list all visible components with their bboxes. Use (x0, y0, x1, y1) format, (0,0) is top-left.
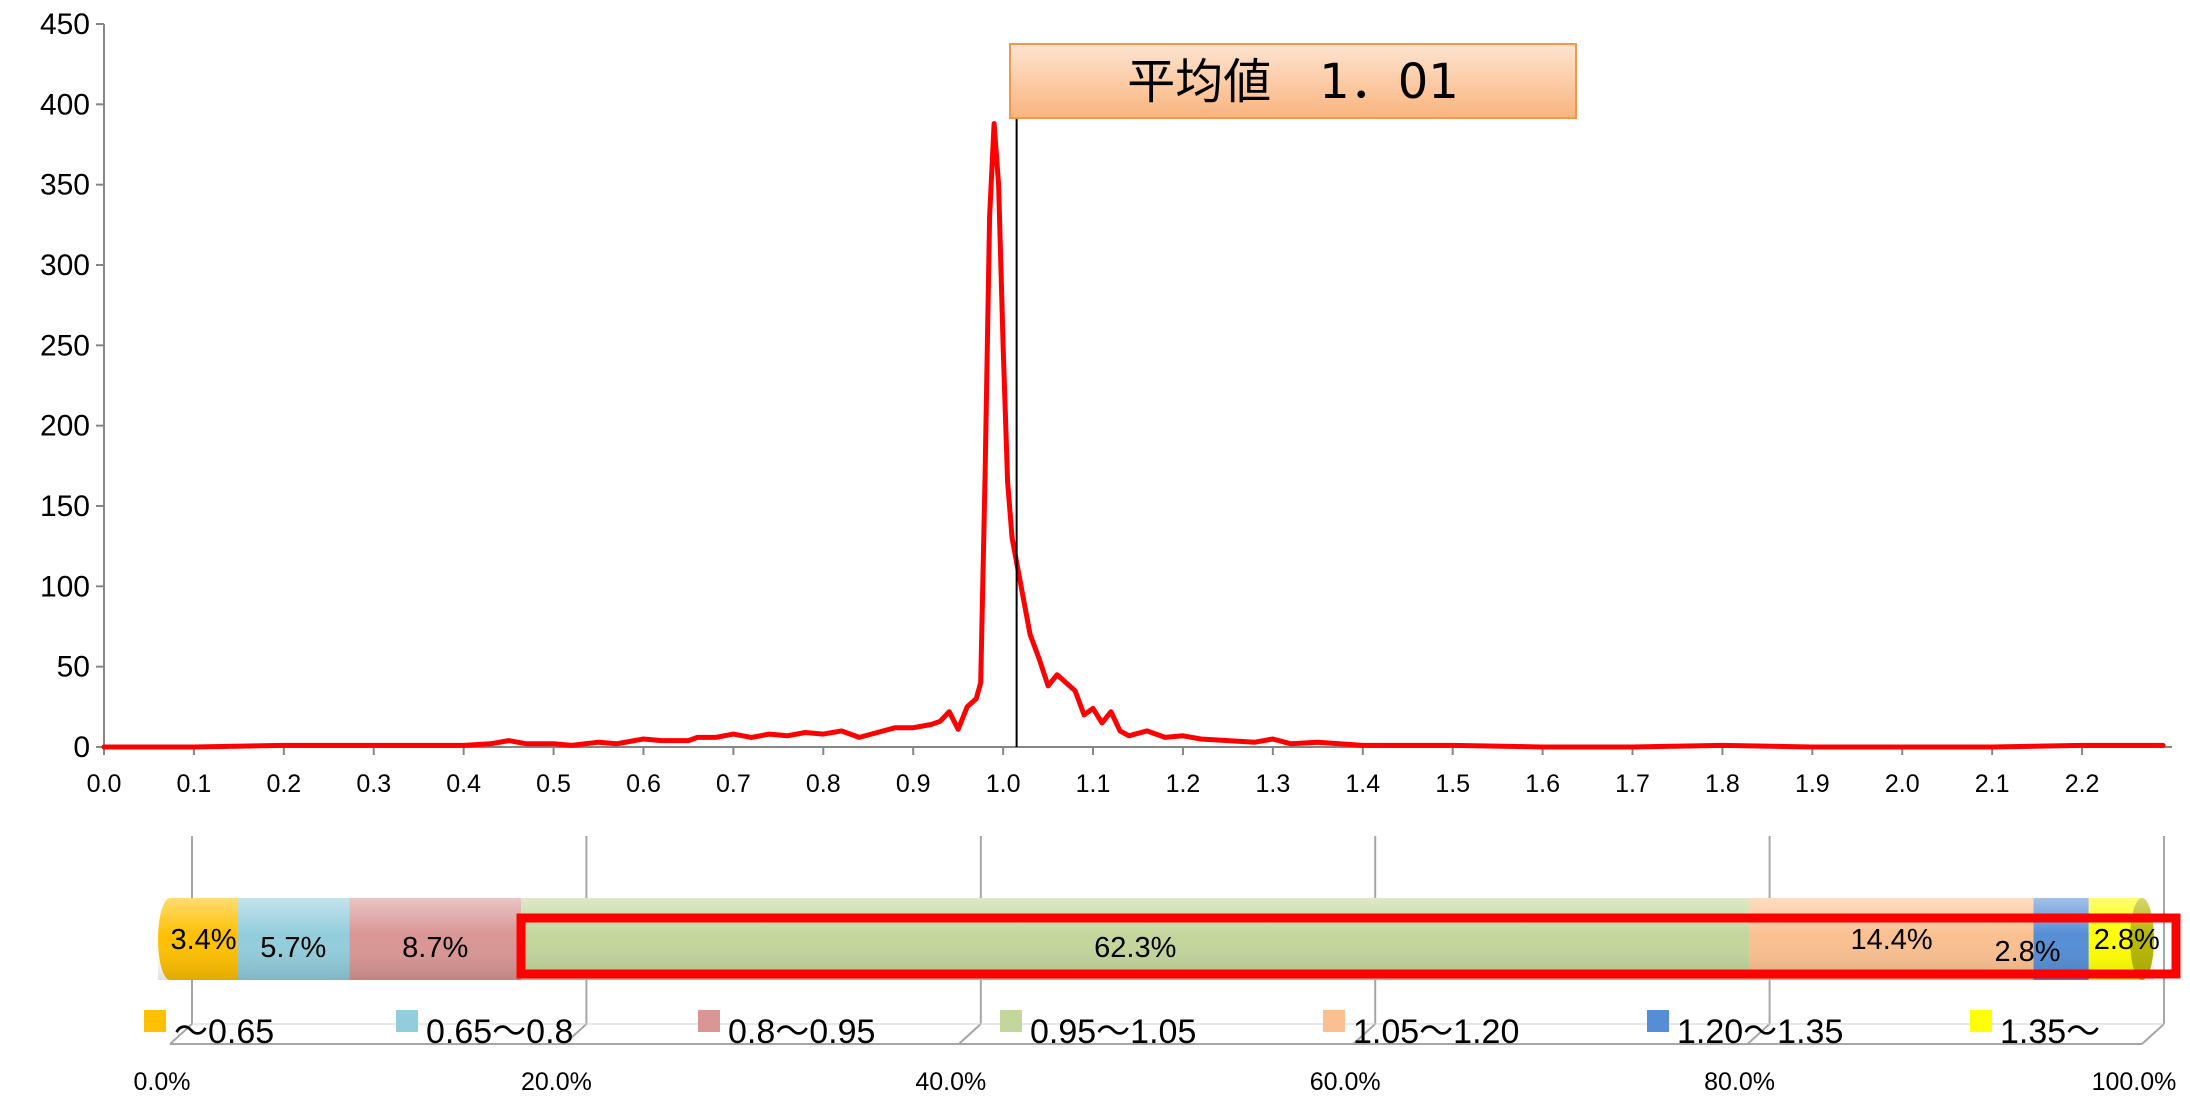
x-tick-label: 2.2 (2065, 770, 2100, 798)
x-tick-label: 0.3 (356, 770, 391, 798)
x-tick-label: 0.6 (626, 770, 661, 798)
x-tick-label: 1.2 (1166, 770, 1201, 798)
data-label-1: 5.7% (260, 932, 326, 964)
percent-tick-label: 60.0% (1310, 1068, 1381, 1096)
stacked-bar (158, 898, 2154, 980)
percent-tick-label: 40.0% (915, 1068, 986, 1096)
x-axis-ticks: 0.0 0.1 0.2 0.3 0.4 0.5 0.6 0.7 0.8 0.9 1.0 1.1 1.2 1… (87, 747, 2100, 798)
x-tick-label: 0.4 (446, 770, 481, 798)
x-tick-label: 1.9 (1795, 770, 1830, 798)
x-tick-label: 1.5 (1435, 770, 1470, 798)
grid-floor-line (1352, 1023, 1376, 1045)
y-tick-label: 200 (40, 410, 90, 443)
y-tick-label: 50 (57, 651, 90, 684)
x-tick-label: 1.0 (986, 770, 1021, 798)
y-axis-ticks: 0 50 100 150 200 250 300 350 400 450 (40, 8, 104, 764)
x-tick-label: 0.1 (177, 770, 212, 798)
percent-axis-ticks: 0.0% 20.0% 40.0% 60.0% 80.0% 100.0% (134, 1068, 2177, 1096)
legend-swatch-3 (1000, 1010, 1022, 1032)
y-tick-label: 100 (40, 570, 90, 603)
x-tick-label: 1.3 (1255, 770, 1290, 798)
x-tick-label: 0.0 (87, 770, 122, 798)
mean-callout: 平均値 1．01 (1009, 43, 1577, 747)
x-tick-label: 0.9 (896, 770, 931, 798)
legend-label-3: 0.95～1.05 (1030, 1013, 1196, 1051)
x-tick-label: 0.2 (266, 770, 301, 798)
grid-floor-line (169, 1023, 193, 1045)
legend-swatch-6 (1970, 1010, 1992, 1032)
y-tick-label: 150 (40, 490, 90, 523)
legend-label-6: 1.35～ (2000, 1013, 2100, 1051)
y-tick-label: 400 (40, 88, 90, 121)
line-series (101, 121, 2166, 750)
line-chart: 0 50 100 150 200 250 300 350 400 450 0.0 0.1 0.2 0.3… (40, 8, 2172, 798)
legend-label-2: 0.8～0.95 (728, 1013, 875, 1051)
percent-tick-label: 80.0% (1704, 1068, 1775, 1096)
grid-floor-line (563, 1023, 588, 1045)
percent-tick-label: 100.0% (2092, 1068, 2177, 1096)
data-label-4: 14.4% (1850, 924, 1932, 956)
percent-tick-label: 20.0% (521, 1068, 592, 1096)
mean-callout-label: 平均値 1．01 (1127, 54, 1459, 110)
y-tick-label: 0 (73, 731, 90, 764)
highlight-box (516, 913, 2181, 979)
grid-floor-line (958, 1023, 982, 1045)
x-tick-label: 1.1 (1076, 770, 1111, 798)
legend-swatch-5 (1647, 1010, 1669, 1032)
data-label-0: 3.4% (170, 924, 236, 956)
x-tick-label: 0.7 (716, 770, 751, 798)
grid-floor-line (2141, 1023, 2165, 1045)
legend-swatch-4 (1323, 1010, 1345, 1032)
stacked-bar-data-labels: 3.4% 5.7% 8.7% 62.3% 14.4% 2.8% 2.8% (170, 924, 2159, 968)
x-tick-label: 0.5 (536, 770, 571, 798)
y-tick-label: 250 (40, 329, 90, 362)
data-label-2: 8.7% (402, 932, 468, 964)
x-tick-label: 0.8 (806, 770, 841, 798)
x-tick-label: 1.4 (1345, 770, 1380, 798)
line-series-0 (101, 121, 2166, 750)
grid-floor-line (1746, 1023, 1771, 1045)
legend-label-5: 1.20～1.35 (1677, 1013, 1843, 1051)
stacked-bar-chart: 3.4% 5.7% 8.7% 62.3% 14.4% 2.8% 2.8% ～0.65 0.65… (134, 836, 2181, 1096)
x-tick-label: 1.6 (1525, 770, 1560, 798)
legend-label-0: ～0.65 (174, 1013, 274, 1051)
line-chart-axes (103, 24, 2172, 748)
y-tick-label: 350 (40, 169, 90, 202)
data-label-3: 62.3% (1094, 932, 1176, 964)
y-tick-label: 450 (40, 8, 90, 41)
legend-swatch-1 (396, 1010, 418, 1032)
x-tick-label: 1.8 (1705, 770, 1740, 798)
legend-label-1: 0.65～0.8 (426, 1013, 573, 1051)
legend: ～0.65 0.65～0.8 0.8～0.95 0.95～1.05 1.05～1.20 1… (144, 1010, 2100, 1051)
x-tick-label: 1.7 (1615, 770, 1650, 798)
percent-tick-label: 0.0% (134, 1068, 191, 1096)
x-tick-label: 2.1 (1975, 770, 2010, 798)
y-tick-label: 300 (40, 249, 90, 282)
data-label-5: 2.8% (1994, 936, 2060, 968)
x-tick-label: 2.0 (1885, 770, 1920, 798)
legend-swatch-2 (698, 1010, 720, 1032)
data-label-6: 2.8% (2094, 924, 2160, 956)
legend-swatch-0 (144, 1010, 166, 1032)
mean-callout-box (1009, 43, 1577, 119)
bar-shading (158, 898, 2154, 980)
legend-label-4: 1.05～1.20 (1353, 1013, 1519, 1051)
